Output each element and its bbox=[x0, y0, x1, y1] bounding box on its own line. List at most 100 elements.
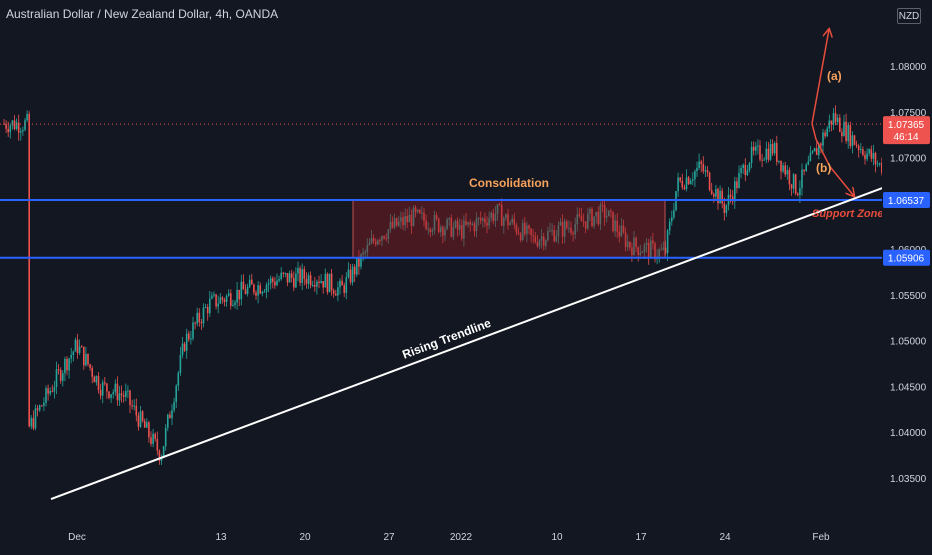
candle-body bbox=[192, 322, 194, 339]
candle-body bbox=[150, 437, 152, 444]
scenario-b-label: (b) bbox=[816, 161, 831, 175]
candle-body bbox=[282, 272, 285, 274]
candle-body bbox=[549, 230, 551, 232]
candle-body bbox=[341, 280, 343, 286]
candle-body bbox=[307, 275, 310, 284]
candle-body bbox=[662, 247, 665, 250]
scenario-a-label: (a) bbox=[827, 69, 842, 83]
candle-body bbox=[89, 364, 91, 368]
projection-a-arrow[interactable] bbox=[811, 29, 829, 124]
price-tick-label: 1.08000 bbox=[890, 62, 927, 73]
candle-body bbox=[593, 216, 595, 227]
candle-body bbox=[780, 160, 782, 172]
candle-body bbox=[349, 269, 352, 283]
time-tick-label: Dec bbox=[68, 532, 86, 543]
candle-body bbox=[639, 252, 642, 255]
candle-body bbox=[120, 393, 123, 396]
candle-body bbox=[22, 129, 24, 132]
candle-body bbox=[423, 212, 425, 221]
candle-countdown: 46:14 bbox=[893, 132, 918, 143]
candle-body bbox=[429, 228, 432, 233]
candle-body bbox=[534, 236, 537, 243]
candle-body bbox=[78, 346, 81, 354]
candle-body bbox=[519, 233, 522, 241]
candle-body bbox=[454, 220, 457, 228]
candle-body bbox=[671, 217, 673, 222]
consolidation-box[interactable] bbox=[352, 199, 666, 259]
candle-body bbox=[463, 220, 465, 239]
time-axis-panel[interactable] bbox=[0, 522, 882, 550]
candle-body bbox=[68, 358, 70, 371]
candle-body bbox=[679, 177, 681, 181]
candle-body bbox=[677, 177, 679, 192]
candle-body bbox=[521, 222, 524, 241]
price-axis-panel[interactable] bbox=[882, 0, 932, 550]
candle-body bbox=[437, 218, 440, 233]
candle-body bbox=[293, 277, 295, 288]
candle-body bbox=[62, 373, 64, 381]
candle-body bbox=[41, 405, 43, 407]
candle-body bbox=[591, 208, 593, 227]
candle-body bbox=[104, 382, 106, 384]
candle-body bbox=[217, 303, 219, 307]
candle-body bbox=[542, 236, 545, 246]
candle-body bbox=[822, 132, 824, 146]
candle-body bbox=[868, 149, 870, 154]
candle-body bbox=[26, 113, 28, 121]
candle-body bbox=[723, 203, 726, 213]
candle-body bbox=[872, 153, 875, 159]
consolidation-label: Consolidation bbox=[469, 176, 549, 190]
candle-body bbox=[767, 148, 770, 160]
candle-body bbox=[864, 154, 866, 160]
candle-body bbox=[263, 291, 266, 293]
candle-body bbox=[185, 333, 188, 351]
candle-body bbox=[652, 240, 654, 244]
candle-body bbox=[845, 121, 847, 142]
candle-body bbox=[251, 279, 253, 285]
candle-body bbox=[616, 220, 618, 232]
candle-body bbox=[538, 240, 541, 247]
candle-body bbox=[734, 181, 736, 202]
candle-body bbox=[694, 171, 696, 180]
candle-body bbox=[404, 216, 406, 226]
candle-body bbox=[860, 149, 862, 151]
candle-body bbox=[20, 131, 22, 133]
candle-body bbox=[133, 405, 135, 407]
candle-body bbox=[729, 195, 732, 197]
candle-body bbox=[419, 209, 421, 213]
candle-body bbox=[181, 343, 184, 355]
candle-body bbox=[482, 218, 484, 221]
current-price-value: 1.07365 bbox=[888, 120, 925, 131]
price-tick-label: 1.05000 bbox=[890, 337, 927, 348]
candle-body bbox=[773, 142, 776, 154]
candle-body bbox=[500, 204, 503, 226]
projection-b-arrow[interactable] bbox=[811, 123, 854, 196]
candle-body bbox=[101, 382, 104, 396]
time-tick-label: 10 bbox=[551, 532, 563, 543]
candle-body bbox=[326, 273, 329, 293]
support-zone-label: Support Zone bbox=[812, 208, 884, 220]
candle-body bbox=[227, 293, 230, 296]
candle-body bbox=[421, 212, 423, 214]
candle-body bbox=[328, 273, 331, 293]
candle-body bbox=[721, 190, 723, 204]
candle-body bbox=[668, 221, 671, 231]
candle-body bbox=[215, 294, 217, 307]
rising-trendline[interactable] bbox=[50, 116, 932, 500]
candle-body bbox=[725, 205, 728, 213]
candle-body bbox=[473, 223, 476, 232]
candle-body bbox=[660, 249, 663, 251]
candle-layer bbox=[3, 105, 932, 466]
candle-body bbox=[566, 221, 568, 228]
candle-body bbox=[95, 376, 98, 383]
candle-body bbox=[559, 221, 562, 226]
currency-button[interactable]: NZD bbox=[897, 8, 921, 24]
candle-body bbox=[414, 207, 417, 213]
candle-body bbox=[876, 163, 879, 165]
candle-body bbox=[127, 390, 129, 392]
candle-body bbox=[582, 221, 585, 223]
candle-body bbox=[387, 229, 390, 239]
